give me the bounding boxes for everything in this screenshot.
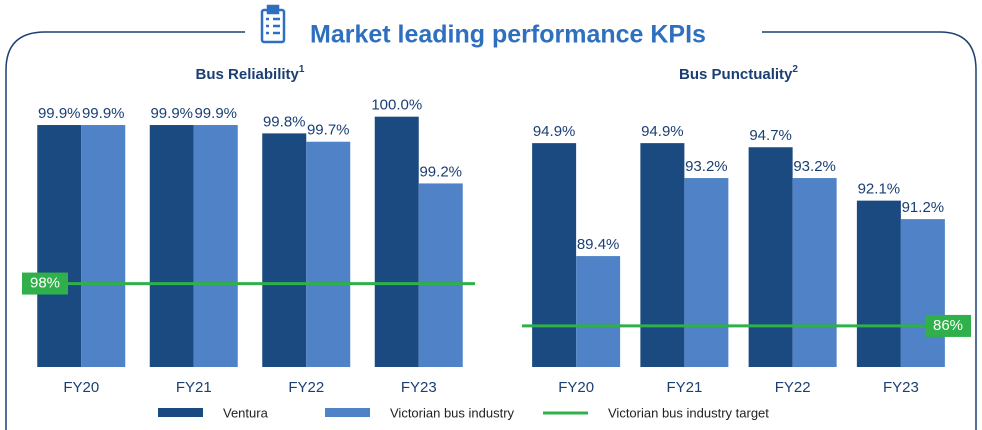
bar xyxy=(149,125,194,367)
legend-label: Victorian bus industry target xyxy=(608,405,769,420)
bar xyxy=(640,143,685,367)
target-label: 98% xyxy=(30,275,60,292)
legend-label: Victorian bus industry xyxy=(390,405,515,420)
legend-swatch xyxy=(158,408,203,417)
value-label: 91.2% xyxy=(902,199,945,216)
chart-title-superscript: 1 xyxy=(299,64,305,75)
value-label: 94.9% xyxy=(641,123,684,140)
bar xyxy=(792,178,837,367)
bar xyxy=(748,147,793,367)
chart-title-superscript: 2 xyxy=(792,64,798,75)
bar xyxy=(532,143,577,367)
bar xyxy=(81,125,126,367)
target-label-box xyxy=(22,272,68,295)
value-label: 99.9% xyxy=(82,105,125,122)
bar xyxy=(193,125,238,367)
value-label: 99.9% xyxy=(38,105,81,122)
bar xyxy=(374,116,419,367)
value-label: 99.7% xyxy=(307,122,350,139)
x-tick-label: FY23 xyxy=(883,379,919,396)
x-tick-label: FY22 xyxy=(288,379,324,396)
value-label: 94.7% xyxy=(749,127,792,144)
value-label: 93.2% xyxy=(685,158,728,175)
value-label: 94.9% xyxy=(533,123,576,140)
frame xyxy=(5,31,977,430)
chart-title-text: Bus Punctuality xyxy=(679,66,793,83)
value-label: 99.8% xyxy=(263,113,306,130)
target-label: 86% xyxy=(933,317,963,334)
value-label: 99.2% xyxy=(419,163,462,180)
chart-title-text: Bus Reliability xyxy=(196,66,300,83)
chart-title: Bus Reliability1 xyxy=(196,64,305,83)
bar xyxy=(306,141,351,367)
chart-title: Bus Punctuality2 xyxy=(679,64,798,83)
x-tick-label: FY21 xyxy=(666,379,702,396)
bar xyxy=(418,183,463,367)
x-tick-label: FY20 xyxy=(558,379,594,396)
value-label: 89.4% xyxy=(577,236,620,253)
x-tick-label: FY23 xyxy=(401,379,437,396)
value-label: 92.1% xyxy=(858,181,901,198)
bar xyxy=(900,219,945,367)
bar xyxy=(576,256,621,367)
bar xyxy=(856,200,901,367)
value-label: 99.9% xyxy=(194,105,237,122)
bar xyxy=(262,133,307,367)
x-tick-label: FY20 xyxy=(63,379,99,396)
slide-title: Market leading performance KPIs xyxy=(310,21,706,49)
x-tick-label: FY21 xyxy=(176,379,212,396)
target-label-box xyxy=(925,314,971,337)
value-label: 100.0% xyxy=(371,97,422,114)
bar xyxy=(37,125,82,367)
value-label: 99.9% xyxy=(150,105,193,122)
legend-swatch xyxy=(325,408,370,417)
value-label: 93.2% xyxy=(793,158,836,175)
legend-label: Ventura xyxy=(223,405,269,420)
bar xyxy=(684,178,729,367)
x-tick-label: FY22 xyxy=(775,379,811,396)
clipboard-icon xyxy=(260,4,286,44)
